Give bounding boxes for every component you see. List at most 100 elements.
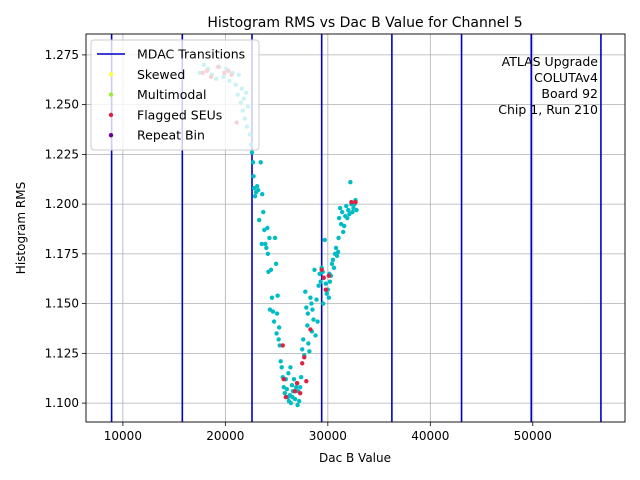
data-point	[278, 359, 283, 364]
axis-ticks: 10000 20000 30000 40000 50000 1.100 1.125 1.150…	[45, 48, 552, 443]
flagged-seu-point	[302, 355, 307, 360]
y-tick-label: 1.275	[45, 48, 79, 62]
scatter-points	[197, 62, 359, 408]
data-point	[269, 295, 275, 300]
data-point	[314, 297, 319, 302]
y-tick-label: 1.100	[45, 396, 79, 410]
data-point	[271, 319, 277, 324]
x-tick-label: 20000	[206, 429, 244, 443]
data-point	[298, 375, 304, 380]
data-point	[341, 229, 346, 235]
data-point	[265, 225, 270, 231]
data-point	[333, 245, 339, 251]
flagged-seu-point	[283, 394, 289, 400]
data-point	[297, 384, 303, 390]
flagged-seu-point	[297, 390, 303, 396]
data-point	[263, 241, 268, 247]
data-point	[303, 289, 308, 294]
data-point	[249, 150, 255, 155]
data-point	[267, 307, 273, 312]
flagged-seu-point	[294, 381, 300, 386]
plot-frame	[85, 33, 626, 423]
data-point	[289, 382, 295, 388]
legend-label: Repeat Bin	[137, 128, 205, 143]
x-tick-label: 10000	[104, 429, 142, 443]
data-point	[336, 235, 341, 241]
data-point	[301, 337, 306, 342]
data-point	[250, 160, 256, 165]
data-point	[293, 384, 299, 390]
flagged-seu-point	[292, 388, 298, 394]
data-point	[264, 245, 269, 251]
data-point	[307, 349, 312, 354]
data-point	[321, 301, 326, 306]
data-point	[312, 267, 317, 272]
y-tick-label: 1.125	[45, 346, 79, 360]
data-point	[305, 323, 310, 328]
data-point	[305, 311, 311, 316]
data-point	[258, 160, 263, 165]
data-point	[254, 184, 260, 189]
data-point	[265, 251, 271, 257]
y-tick-label: 1.200	[45, 197, 79, 211]
data-point	[331, 265, 337, 270]
data-point	[315, 319, 320, 324]
data-point	[275, 293, 280, 298]
data-point	[255, 187, 261, 193]
data-point	[348, 180, 353, 185]
data-point	[286, 371, 291, 376]
flagged-seu-point	[323, 287, 328, 292]
data-point	[296, 398, 302, 404]
legend-point-marker	[108, 133, 114, 138]
data-point	[274, 311, 280, 316]
flagged-seu-point	[319, 267, 324, 272]
data-point	[272, 235, 278, 241]
data-point	[252, 193, 258, 199]
data-point	[288, 400, 294, 406]
annotation-line: ATLAS Upgrade	[502, 54, 599, 69]
flagged-seu-point	[308, 327, 313, 332]
data-point	[306, 341, 311, 346]
data-point	[322, 237, 327, 243]
data-point	[259, 241, 264, 247]
data-point	[273, 261, 279, 267]
data-point	[329, 261, 335, 267]
legend-label: Multimodal	[137, 87, 206, 102]
legend-point-marker	[108, 112, 114, 118]
data-point	[268, 267, 274, 272]
data-point	[276, 325, 282, 330]
legend-label: MDAC Transitions	[137, 47, 245, 62]
data-point	[300, 347, 305, 352]
data-point	[326, 295, 332, 300]
data-point	[323, 281, 328, 286]
flagged-seu-point	[349, 199, 354, 205]
y-tick-label: 1.150	[45, 297, 79, 311]
x-tick-label: 30000	[309, 429, 347, 443]
legend-point-marker	[108, 92, 114, 97]
data-point	[313, 333, 318, 338]
data-point	[318, 279, 323, 284]
y-tick-label: 1.250	[45, 98, 79, 112]
legend-point-marker	[108, 72, 114, 77]
annotation-line: COLUTAv4	[534, 70, 598, 85]
data-point	[282, 390, 287, 396]
data-point	[304, 305, 309, 310]
flagged-seu-point	[281, 377, 286, 382]
flagged-seu-point	[300, 361, 305, 366]
data-point	[310, 307, 315, 312]
y-axis-label: Histogram RMS	[14, 182, 28, 274]
legend: MDAC Transitions Skewed Multimodal Flagged …	[90, 39, 260, 151]
data-point	[290, 394, 295, 400]
data-point	[336, 215, 342, 221]
legend-box	[90, 39, 260, 151]
data-point	[327, 279, 333, 284]
data-point	[308, 295, 313, 300]
data-point	[251, 174, 256, 179]
data-point	[337, 205, 343, 211]
data-point	[334, 253, 340, 259]
y-tick-label: 1.175	[45, 247, 79, 261]
data-point	[342, 223, 347, 229]
data-point	[291, 377, 297, 382]
flagged-seu-point	[304, 379, 309, 384]
